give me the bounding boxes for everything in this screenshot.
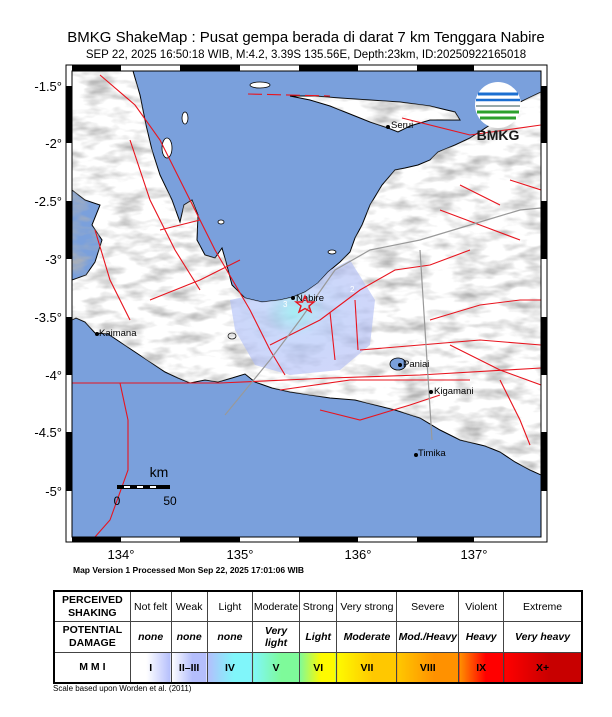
legend-damage-cell: none [170,621,208,653]
legend-shaking-cell: Very strong [336,590,398,622]
bmkg-logo: BMKG [475,82,521,143]
legend-damage-cell: none [206,621,254,653]
map-version: Map Version 1 Processed Mon Sep 22, 2025… [73,565,305,575]
legend-shaking-cell: Severe [396,590,460,622]
fault-lines [72,74,541,537]
lake-paniai [389,357,407,371]
potential-damage-label: POTENTIAL DAMAGE [53,621,131,653]
place-paniai: Paniai [398,359,429,370]
legend-damage-cell: none [129,621,172,653]
legend-shaking-cell: Moderate [252,590,300,622]
legend-mmi-cell: IX [458,652,505,684]
intensity-contour-area [230,260,375,375]
legend-shaking-cell: Light [206,590,254,622]
mmi-legend: PERCEIVED SHAKING Not felt Weak Light Modera… [53,590,583,684]
svg-text:50: 50 [163,494,177,508]
map-frame [65,64,548,543]
legend-damage-cell: Mod./Heavy [396,621,460,653]
frame-segment [66,432,72,491]
place-serui: Serui [386,120,413,131]
contour-label: 3 [283,300,288,309]
legend-mmi-cell: VII [336,652,398,684]
scale-bar: km 0 50 [114,464,177,508]
place-timika: Timika [414,448,446,459]
legend-mmi-cell: I [129,652,172,684]
frame-segment [541,317,547,375]
lat-tick-label: -1.5° [34,79,62,94]
frame-segment [541,86,547,143]
lat-tick-label: -3° [45,252,62,267]
frame-segment [66,201,72,259]
frame-segment [180,65,240,71]
place-kigamani: Kigamani [429,386,474,397]
lon-tick-label: 134° [108,547,135,562]
legend-mmi-cell: VI [298,652,338,684]
place-kaimana: Kaimana [95,328,137,339]
legend-shaking-cell: Weak [170,590,208,622]
legend-shaking-cell: Strong [298,590,338,622]
legend-mmi-cell: VIII [396,652,460,684]
lon-tick-label: 137° [461,547,488,562]
map-title: BMKG ShakeMap : Pusat gempa berada di da… [67,29,545,46]
svg-text:Paniai: Paniai [403,359,429,370]
svg-text:Serui: Serui [391,120,413,131]
frame-segment [299,537,358,542]
frame-segment [417,65,474,71]
svg-text:km: km [150,464,169,480]
svg-text:Timika: Timika [418,448,446,459]
place-nabire: Nabire [291,293,324,304]
svg-text:0: 0 [114,494,121,508]
svg-text:BMKG: BMKG [477,127,520,143]
legend-damage-cell: Light [298,621,338,653]
lon-tick-label: 135° [227,547,254,562]
mmi-label: M M I [53,652,131,684]
frame-segment [417,537,474,542]
frame-segment [541,201,547,259]
svg-text:Kaimana: Kaimana [99,328,137,339]
legend-shaking-cell: Not felt [129,590,172,622]
legend-mmi-cell: IV [206,652,254,684]
frame-segment [541,432,547,491]
event-details: SEP 22, 2025 16:50:18 WIB, M:4.2, 3.39S … [85,49,527,61]
legend-mmi-cell: X+ [503,652,583,684]
frame-segment [72,65,121,71]
lat-tick-label: -4.5° [34,425,62,440]
perceived-shaking-label: PERCEIVED SHAKING [53,590,131,622]
star-icon [294,294,316,314]
province-boundary [224,207,541,441]
legend-damage-cell: Very heavy [503,621,583,653]
frame-segment [72,537,121,542]
lat-tick-label: -4° [45,368,62,383]
legend-shaking-cell: Extreme [503,590,583,622]
legend-shaking-cell: Violent [458,590,505,622]
legend-damage-cell: Moderate [336,621,398,653]
lon-tick-label: 136° [345,547,372,562]
contour-label: 2 [350,285,355,294]
frame-segment [66,317,72,375]
lat-tick-label: -2.5° [34,194,62,209]
svg-text:Nabire: Nabire [296,293,324,304]
frame-segment [180,537,240,542]
scale-footnote: Scale based upon Worden et al. (2011) [53,684,192,693]
legend-damage-cell: Heavy [458,621,505,653]
lat-tick-label: -2° [45,136,62,151]
legend-damage-cell: Very light [252,621,300,653]
legend-mmi-cell: II–III [170,652,208,684]
frame-segment [299,65,358,71]
lat-tick-label: -3.5° [34,310,62,325]
lat-tick-label: -5° [45,484,62,499]
legend-mmi-cell: V [252,652,300,684]
frame-segment [66,86,72,143]
svg-text:Kigamani: Kigamani [434,386,474,397]
